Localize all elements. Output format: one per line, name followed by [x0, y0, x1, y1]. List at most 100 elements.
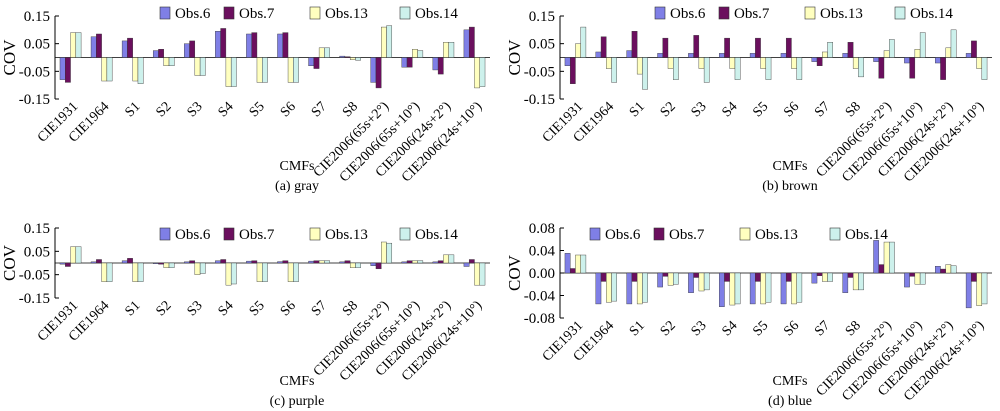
bar-obs6-4 — [688, 53, 694, 58]
bar-obs14-6 — [765, 57, 772, 80]
bar-obs6-7 — [780, 272, 787, 305]
bar-obs13-1 — [101, 57, 108, 82]
bar-obs13-11 — [914, 49, 921, 58]
bar-obs14-4 — [199, 57, 206, 76]
bar-obs7-11 — [909, 272, 916, 277]
bar-obs13-10 — [883, 50, 890, 58]
bar-obs14-3 — [673, 57, 679, 80]
bar-obs7-13 — [971, 272, 977, 282]
y-tick-label: -0.15 — [524, 92, 555, 108]
bar-obs7-7 — [785, 272, 792, 282]
bar-obs13-8 — [318, 260, 325, 264]
bar-obs6-8 — [308, 57, 315, 67]
legend-label: Obs.7 — [239, 227, 275, 243]
bar-obs13-1 — [606, 272, 612, 303]
bar-obs7-6 — [251, 32, 258, 58]
x-tick-label: S4 — [216, 99, 237, 120]
bar-obs14-6 — [262, 262, 268, 282]
bar-obs14-11 — [919, 272, 926, 285]
y-tick-label: 0.00 — [529, 266, 555, 282]
bar-obs13-1 — [606, 57, 612, 69]
legend: Obs.6 Obs.7 Obs.13 Obs.14 — [589, 227, 888, 243]
bar-obs6-2 — [121, 260, 128, 264]
bar-obs14-3 — [168, 262, 175, 268]
x-tick-label: S5 — [247, 298, 268, 319]
bar-obs14-9 — [858, 272, 864, 291]
bar-obs13-0 — [575, 43, 581, 58]
bar-obs6-8 — [811, 272, 818, 284]
bar-obs6-0 — [59, 57, 66, 80]
x-tick-label: S3 — [689, 318, 710, 339]
x-tick-label: S2 — [658, 318, 679, 339]
x-tick-label: S6 — [278, 298, 299, 319]
bar-obs6-7 — [277, 33, 283, 58]
bar-obs7-6 — [755, 272, 761, 282]
legend-label: Obs.6 — [175, 6, 211, 22]
legend-swatch — [829, 227, 841, 241]
bar-obs13-7 — [791, 272, 797, 305]
bar-obs13-6 — [760, 57, 767, 69]
legend-label: Obs.13 — [755, 227, 798, 243]
bar-obs6-3 — [657, 53, 663, 58]
bar-obs13-11 — [914, 272, 921, 285]
bar-obs6-12 — [935, 266, 941, 274]
bar-obs14-13 — [479, 262, 486, 286]
x-tick-label: S2 — [154, 99, 175, 120]
bar-obs7-3 — [662, 272, 669, 277]
x-tick-label: S5 — [247, 99, 268, 120]
bar-obs14-13 — [981, 57, 988, 80]
bar-obs6-10 — [873, 57, 879, 62]
bar-obs13-0 — [70, 32, 77, 58]
y-tick-label: -0.04 — [524, 289, 556, 305]
legend-swatch — [159, 227, 171, 241]
bar-obs6-8 — [811, 57, 818, 62]
legend: Obs.6 Obs.7 Obs.13 Obs.14 — [159, 227, 458, 243]
y-tick-label: 0.08 — [529, 221, 555, 237]
bar-obs14-8 — [324, 47, 330, 58]
bar-obs7-8 — [816, 57, 823, 67]
x-tick-label: S1 — [627, 318, 648, 339]
x-tick-label: S4 — [719, 99, 740, 120]
bar-obs7-3 — [158, 49, 164, 58]
y-tick-label: -0.08 — [524, 311, 555, 327]
x-tick-label: S8 — [340, 298, 361, 319]
panel-caption: (d) blue — [768, 394, 812, 409]
bar-obs14-10 — [386, 242, 393, 264]
bar-obs7-5 — [724, 272, 730, 282]
x-tick-label: S3 — [185, 298, 206, 319]
legend-swatch — [159, 6, 171, 20]
y-tick-label: 0.15 — [24, 221, 50, 237]
bar-obs6-6 — [749, 272, 756, 305]
bar-obs14-5 — [734, 57, 741, 80]
y-tick-label: -0.15 — [19, 291, 50, 307]
bar-obs7-11 — [406, 260, 413, 264]
bar-obs6-13 — [965, 272, 972, 309]
bar-obs13-12 — [443, 42, 449, 58]
x-tick-label: S5 — [750, 318, 771, 339]
bar-obs7-9 — [344, 260, 351, 264]
x-tick-label: S7 — [812, 318, 833, 339]
bar-obs7-1 — [600, 36, 607, 58]
bar-obs6-6 — [246, 260, 252, 264]
bar-obs6-5 — [719, 53, 725, 58]
legend-label: Obs.6 — [605, 227, 641, 243]
x-tick-label: S8 — [340, 99, 361, 120]
bar-obs7-13 — [468, 259, 475, 264]
bar-obs14-13 — [479, 57, 486, 87]
bar-obs13-0 — [70, 246, 77, 264]
bar-obs13-2 — [636, 272, 643, 305]
bar-obs13-4 — [698, 57, 705, 69]
bar-obs7-2 — [127, 258, 133, 264]
bar-obs14-0 — [580, 254, 587, 274]
legend-label: Obs.7 — [669, 227, 705, 243]
bar-obs7-9 — [344, 56, 351, 58]
bar-obs13-5 — [225, 262, 232, 286]
x-tick-label: S3 — [689, 99, 710, 120]
bar-obs14-11 — [919, 32, 926, 58]
bar-obs13-7 — [287, 57, 294, 83]
bar-obs7-6 — [755, 37, 761, 58]
bar-obs7-0 — [569, 268, 576, 274]
legend-swatch — [309, 6, 321, 20]
